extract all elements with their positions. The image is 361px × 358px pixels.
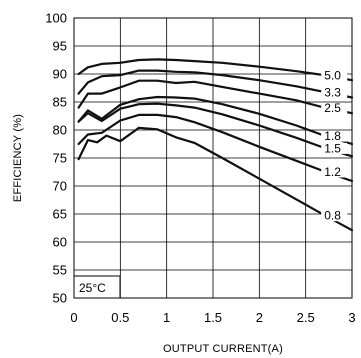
y-tick-label: 60	[53, 235, 67, 250]
series-layer	[77, 58, 354, 232]
y-tick-label: 50	[53, 291, 67, 306]
series-label-3.3: 3.3	[324, 85, 341, 99]
series-line-0.8	[77, 126, 354, 232]
series-label-1.2: 1.2	[324, 165, 341, 179]
series-label-bg	[321, 166, 348, 178]
y-tick-label: 95	[53, 39, 67, 54]
y-tick-labels: 50 55 60 65 70 75 80 85 90 95 100	[45, 11, 67, 306]
series-line-2.5	[77, 79, 354, 115]
series-line-1.2	[77, 113, 354, 183]
x-tick-labels: 0 0.5 1 1.5 2 2.5 3	[70, 310, 355, 325]
series-label-bg	[321, 130, 348, 142]
series-label-2.5: 2.5	[324, 101, 341, 115]
x-tick-label: 2.5	[297, 310, 315, 325]
temperature-annotation-box	[73, 275, 121, 299]
series-line-1.5	[77, 102, 354, 158]
y-tick-label: 55	[53, 263, 67, 278]
y-tick-label: 80	[53, 123, 67, 138]
series-label-0.8: 0.8	[324, 209, 341, 223]
series-label-bg	[321, 210, 348, 222]
series-label-bg	[321, 86, 348, 98]
x-tick-label: 0	[70, 310, 77, 325]
series-line-5.0	[77, 58, 354, 82]
x-tick-label: 1	[163, 310, 170, 325]
y-tick-label: 100	[45, 11, 67, 26]
x-tick-label: 3	[348, 310, 355, 325]
x-tick-label: 0.5	[111, 310, 129, 325]
x-tick-label: 2	[256, 310, 263, 325]
x-axis-label: OUTPUT CURRENT(A)	[163, 343, 283, 355]
series-label-bg	[321, 142, 348, 154]
plot-frame	[73, 17, 353, 299]
y-tick-label: 85	[53, 95, 67, 110]
temperature-annotation: 25°C	[79, 281, 106, 295]
grid	[73, 17, 353, 299]
series-line-1.8	[77, 95, 354, 146]
series-label-5.0: 5.0	[324, 69, 341, 83]
y-tick-label: 75	[53, 151, 67, 166]
series-label-bg	[321, 70, 348, 82]
series-label-1.8: 1.8	[324, 129, 341, 143]
series-line-3.3	[77, 69, 354, 99]
series-labels: 5.0 3.3 2.5 1.81.5 1.2 0.8	[321, 69, 348, 223]
y-tick-label: 70	[53, 179, 67, 194]
y-axis-label: EFFICIENCY (%)	[12, 114, 24, 202]
series-label-bg	[321, 102, 348, 114]
x-tick-label: 1.5	[204, 310, 222, 325]
y-tick-label: 90	[53, 67, 67, 82]
y-tick-label: 65	[53, 207, 67, 222]
series-label-1.5: 1.5	[324, 141, 341, 155]
